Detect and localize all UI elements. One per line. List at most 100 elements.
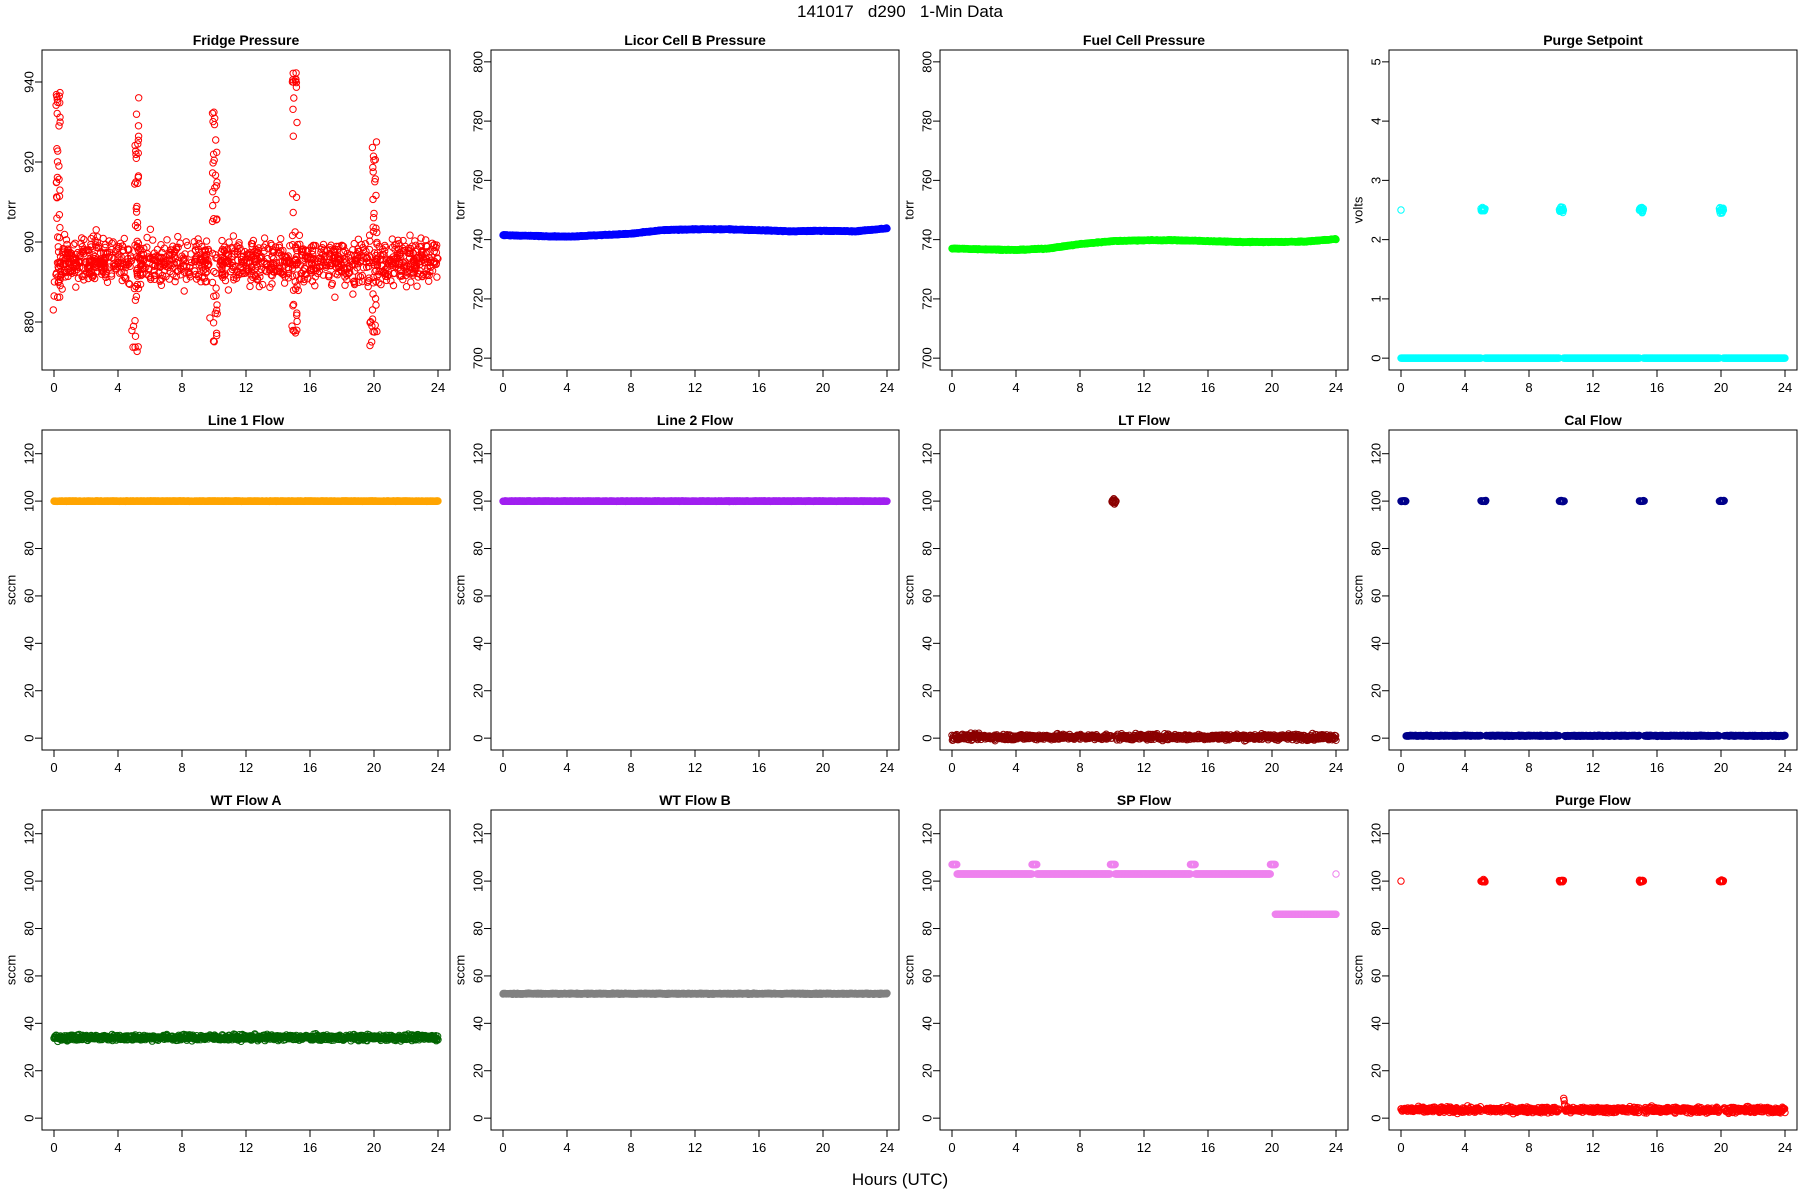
data-point <box>56 223 64 232</box>
data-points <box>1397 203 1789 362</box>
data-point <box>260 247 268 255</box>
data-point <box>334 252 342 261</box>
data-point <box>369 214 378 222</box>
data-point <box>113 262 122 271</box>
data-point <box>389 269 397 278</box>
data-point <box>89 273 97 281</box>
data-point <box>101 249 109 257</box>
data-point <box>391 245 399 254</box>
data-point <box>210 215 218 223</box>
data-point <box>80 235 88 244</box>
data-point <box>350 239 358 248</box>
data-point <box>55 162 63 170</box>
data-point <box>237 255 246 264</box>
data-point <box>260 257 268 266</box>
chart-title: Licor Cell B Pressure <box>624 32 766 48</box>
data-point <box>55 92 63 100</box>
data-point <box>212 136 220 144</box>
y-tick-label: 0 <box>1368 355 1383 362</box>
data-point <box>107 270 116 278</box>
data-point <box>89 256 97 265</box>
data-point <box>120 273 128 281</box>
data-point <box>260 243 268 251</box>
data-point <box>65 248 73 256</box>
data-point <box>415 253 424 262</box>
data-point <box>53 214 61 222</box>
data-point <box>289 208 297 217</box>
data-point <box>410 261 419 269</box>
x-tick-label: 0 <box>1397 380 1404 395</box>
data-point <box>394 264 403 272</box>
data-point <box>102 263 110 272</box>
data-point <box>269 268 278 276</box>
data-point <box>125 279 133 288</box>
data-point <box>220 254 228 263</box>
data-point <box>169 242 177 250</box>
data-point <box>129 322 138 330</box>
y-axis-label: volts <box>1350 196 1365 223</box>
data-point <box>1397 206 1405 214</box>
data-point <box>252 257 261 266</box>
data-point <box>131 141 139 150</box>
data-point <box>105 237 113 245</box>
data-point <box>81 257 90 266</box>
data-point <box>212 292 220 300</box>
data-point <box>209 201 217 210</box>
data-point <box>317 248 325 256</box>
data-point <box>114 251 122 259</box>
data-point <box>131 221 140 230</box>
data-point <box>132 282 140 291</box>
data-point <box>368 322 376 330</box>
x-tick-label: 24 <box>880 380 894 395</box>
data-point <box>80 276 88 284</box>
data-point <box>363 253 371 262</box>
data-point <box>53 173 62 182</box>
y-tick-label: 940 <box>21 71 36 93</box>
data-point <box>311 282 319 290</box>
data-point <box>133 266 141 275</box>
x-tick-label: 0 <box>948 380 955 395</box>
data-point <box>212 195 220 204</box>
data-point <box>1481 205 1489 213</box>
data-point <box>210 108 218 116</box>
data-point <box>212 182 221 190</box>
y-tick-label: 700 <box>470 347 485 369</box>
data-point <box>114 253 122 261</box>
x-tick-label: 12 <box>239 380 253 395</box>
data-point <box>293 309 301 317</box>
plot-frame <box>1388 49 1798 371</box>
x-tick-label: 4 <box>114 380 121 395</box>
data-point <box>412 241 420 250</box>
data-point <box>293 282 301 290</box>
data-point <box>883 224 891 233</box>
y-tick-label: 780 <box>919 110 934 132</box>
data-point <box>131 332 140 340</box>
data-point <box>87 240 95 249</box>
data-point <box>307 266 315 274</box>
data-point <box>293 317 301 326</box>
data-point <box>202 237 211 245</box>
data-point <box>292 193 301 202</box>
data-point <box>320 253 329 261</box>
data-point <box>218 270 227 278</box>
data-point <box>371 294 380 303</box>
data-point <box>265 266 274 274</box>
data-point <box>361 252 369 260</box>
data-point <box>275 241 284 250</box>
data-point <box>290 327 298 335</box>
data-point <box>50 278 59 286</box>
data-point <box>373 228 381 237</box>
data-point <box>1559 206 1568 215</box>
y-tick-label: 780 <box>470 110 485 132</box>
data-point <box>396 250 404 258</box>
data-point <box>311 241 320 250</box>
y-tick-label: 700 <box>919 347 934 369</box>
data-point <box>366 318 375 326</box>
data-point <box>137 262 145 270</box>
data-point <box>55 122 63 130</box>
data-point <box>396 272 404 281</box>
data-point <box>302 270 310 279</box>
x-tick-label: 20 <box>1714 380 1728 395</box>
data-point <box>278 258 287 266</box>
